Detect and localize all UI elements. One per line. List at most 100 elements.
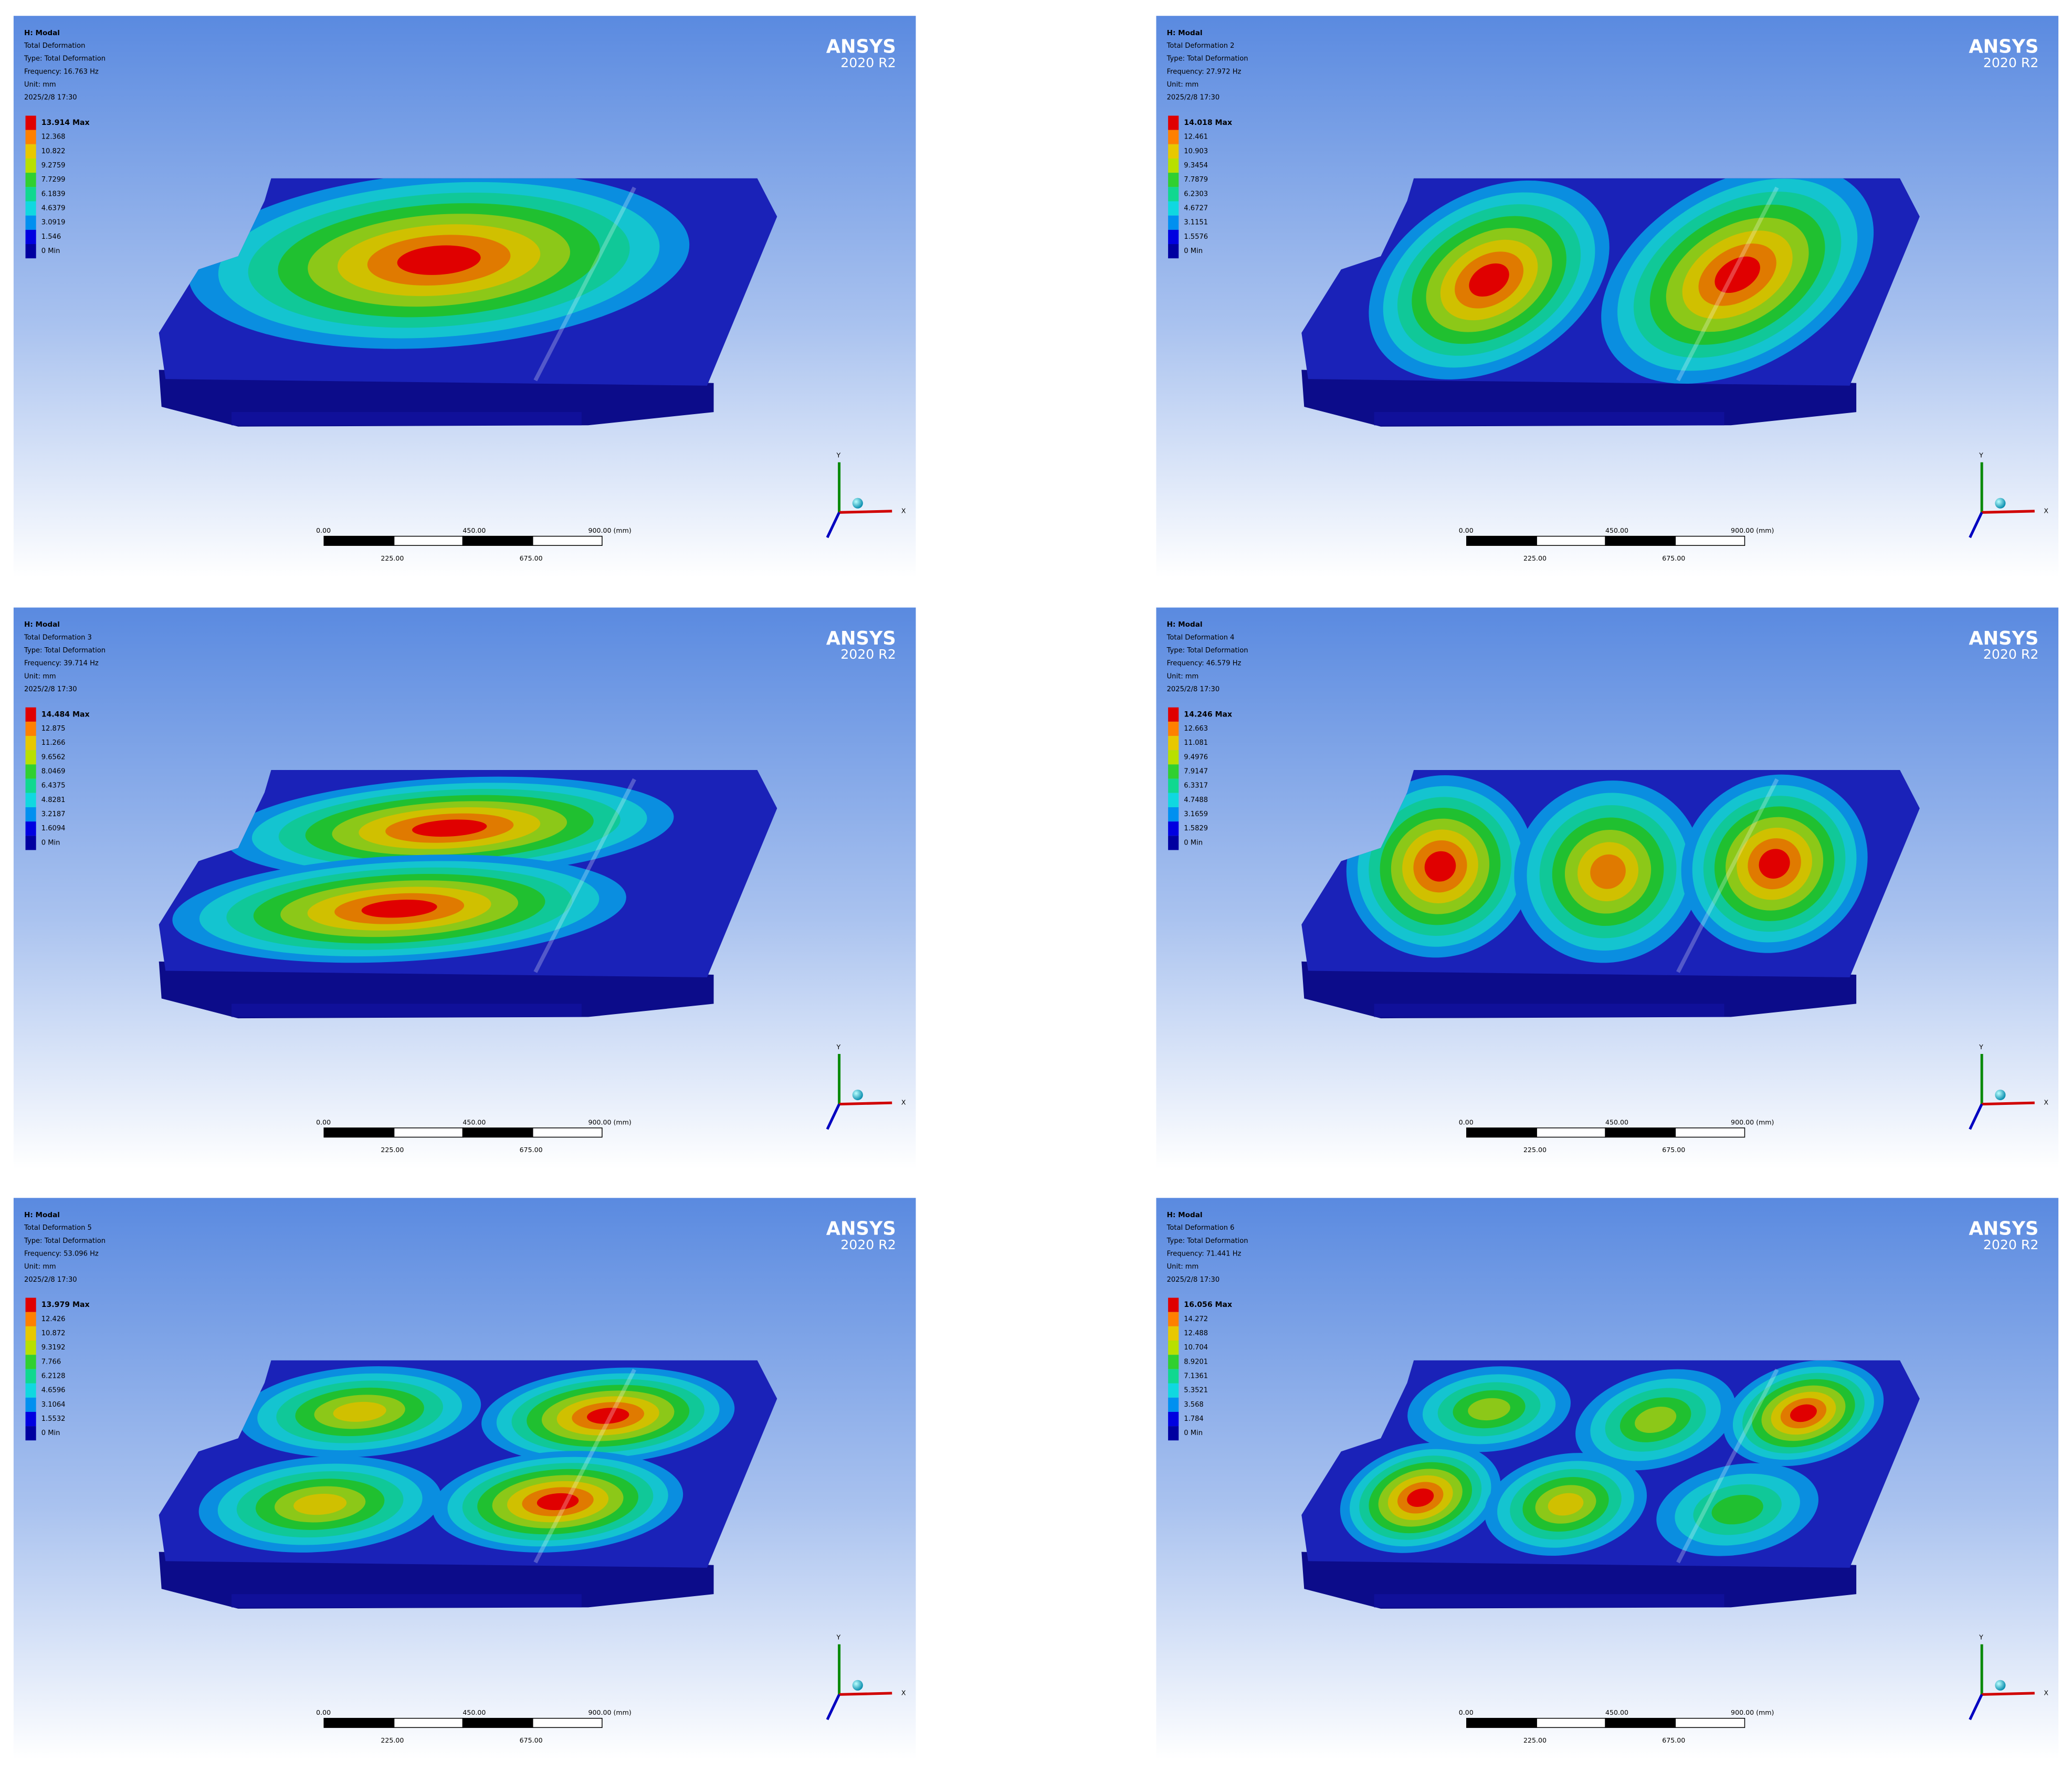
- axis-label: Y: [1979, 451, 1983, 459]
- legend-swatch: [1168, 707, 1179, 722]
- legend-swatch: [25, 244, 36, 259]
- header-line: 2025/2/8 17:30: [24, 1276, 77, 1284]
- plate-foot: [232, 412, 582, 426]
- contour-band: [1759, 849, 1790, 879]
- legend-swatch: [25, 1383, 36, 1398]
- logo-name: ANSYS: [1969, 36, 2038, 58]
- header-line: H: Modal: [1167, 620, 1203, 629]
- header-line: Total Deformation 3: [24, 634, 92, 641]
- legend-swatch: [1168, 778, 1179, 793]
- legend-label: 10.704: [1184, 1344, 1208, 1352]
- legend-label: 1.5532: [41, 1415, 66, 1423]
- header-line: H: Modal: [1167, 1211, 1203, 1219]
- legend-label: 13.914 Max: [41, 119, 90, 127]
- header-line: 2025/2/8 17:30: [1167, 685, 1220, 693]
- header-line: H: Modal: [24, 1211, 60, 1219]
- scale-segment: [393, 1127, 464, 1138]
- logo-version: 2020 R2: [840, 1237, 896, 1252]
- logo-name: ANSYS: [826, 36, 896, 58]
- header-line: Unit: mm: [24, 1263, 56, 1271]
- legend-label: 7.7299: [41, 176, 66, 184]
- scale-segment: [532, 535, 603, 546]
- axis-x: [839, 510, 892, 514]
- scale-label: 0.00: [316, 526, 331, 534]
- axis-x: [1982, 510, 2035, 514]
- legend-label: 9.2759: [41, 162, 66, 170]
- panel: H: Modal Total Deformation 2 Type: Total D…: [1156, 16, 2059, 577]
- scale-segment: [1466, 1717, 1537, 1728]
- legend-label: 12.461: [1184, 133, 1208, 141]
- header-line: Total Deformation 6: [1166, 1224, 1235, 1232]
- axis-label: Y: [836, 1043, 841, 1051]
- legend-label: 8.0469: [41, 768, 66, 776]
- header-line: Unit: mm: [24, 672, 56, 680]
- axis-ball: [852, 1680, 863, 1691]
- legend-swatch: [1168, 750, 1179, 765]
- legend-swatch: [1168, 173, 1179, 187]
- scale-segment: [1536, 1127, 1607, 1138]
- legend-label: 11.081: [1184, 739, 1208, 747]
- legend-swatch: [25, 215, 36, 230]
- axis-label: Y: [836, 1633, 841, 1641]
- legend-swatch: [25, 1326, 36, 1341]
- legend-swatch: [25, 764, 36, 779]
- legend-swatch: [25, 707, 36, 722]
- legend-swatch: [25, 736, 36, 751]
- legend-swatch: [25, 1369, 36, 1384]
- legend-swatch: [1168, 115, 1179, 130]
- legend-label: 3.1151: [1184, 219, 1208, 227]
- scale-label: 225.00: [1523, 1146, 1547, 1154]
- axis-label: X: [901, 1099, 906, 1106]
- axis-label: X: [2044, 507, 2048, 514]
- contours: [1346, 774, 1868, 963]
- plate-foot: [1374, 412, 1724, 426]
- legend-label: 14.246 Max: [1184, 710, 1232, 719]
- scale-label: 450.00: [462, 526, 486, 534]
- legend-swatch: [25, 158, 36, 173]
- legend-swatch: [25, 130, 36, 144]
- plate-foot: [1374, 1594, 1724, 1608]
- contour-band: [1590, 854, 1626, 889]
- header-line: H: Modal: [1167, 29, 1203, 37]
- panel: H: Modal Total Deformation 5 Type: Total D…: [13, 1198, 916, 1759]
- header-line: 2025/2/8 17:30: [24, 685, 77, 693]
- legend-label: 1.784: [1184, 1415, 1203, 1423]
- panel: H: Modal Total Deformation 6 Type: Total D…: [1156, 1198, 2059, 1759]
- legend-swatch: [1168, 130, 1179, 144]
- legend-swatch: [25, 821, 36, 836]
- legend-swatch: [25, 793, 36, 807]
- legend-label: 6.3317: [1184, 782, 1208, 790]
- legend-label: 14.018 Max: [1184, 119, 1232, 127]
- scale-segment: [462, 1127, 533, 1138]
- legend-label: 12.426: [41, 1315, 66, 1323]
- legend-label: 7.1361: [1184, 1372, 1208, 1380]
- header-line: Total Deformation 2: [1166, 42, 1235, 50]
- panel: H: Modal Total Deformation Type: Total Def…: [13, 16, 916, 577]
- axis-label: X: [2044, 1689, 2048, 1696]
- legend-swatch: [1168, 836, 1179, 850]
- legend-swatch: [25, 115, 36, 130]
- logo-name: ANSYS: [826, 628, 896, 649]
- legend-swatch: [1168, 1411, 1179, 1427]
- legend-label: 9.4976: [1184, 753, 1208, 761]
- panel: H: Modal Total Deformation 3 Type: Total D…: [13, 607, 916, 1169]
- legend-label: 6.2128: [41, 1372, 66, 1380]
- axis-z: [826, 512, 840, 539]
- legend-label: 3.1064: [41, 1401, 66, 1409]
- scale-label: 900.00 (mm): [1731, 1118, 1774, 1126]
- scale-label: 0.00: [1459, 1708, 1474, 1716]
- scale-label: 0.00: [1459, 1118, 1474, 1126]
- header-line: Frequency: 46.579 Hz: [1167, 660, 1242, 668]
- scale-segment: [532, 1127, 603, 1138]
- legend-label: 7.9147: [1184, 768, 1208, 776]
- scale-segment: [1605, 1127, 1675, 1138]
- legend-label: 3.2187: [41, 810, 66, 818]
- logo-name: ANSYS: [1969, 1218, 2038, 1240]
- scale-segment: [462, 1717, 533, 1728]
- axis-label: X: [2044, 1099, 2048, 1106]
- panel: H: Modal Total Deformation 4 Type: Total D…: [1156, 607, 2059, 1169]
- legend-label: 1.5576: [1184, 233, 1208, 241]
- legend-label: 1.546: [41, 233, 61, 241]
- legend-swatch: [25, 1411, 36, 1427]
